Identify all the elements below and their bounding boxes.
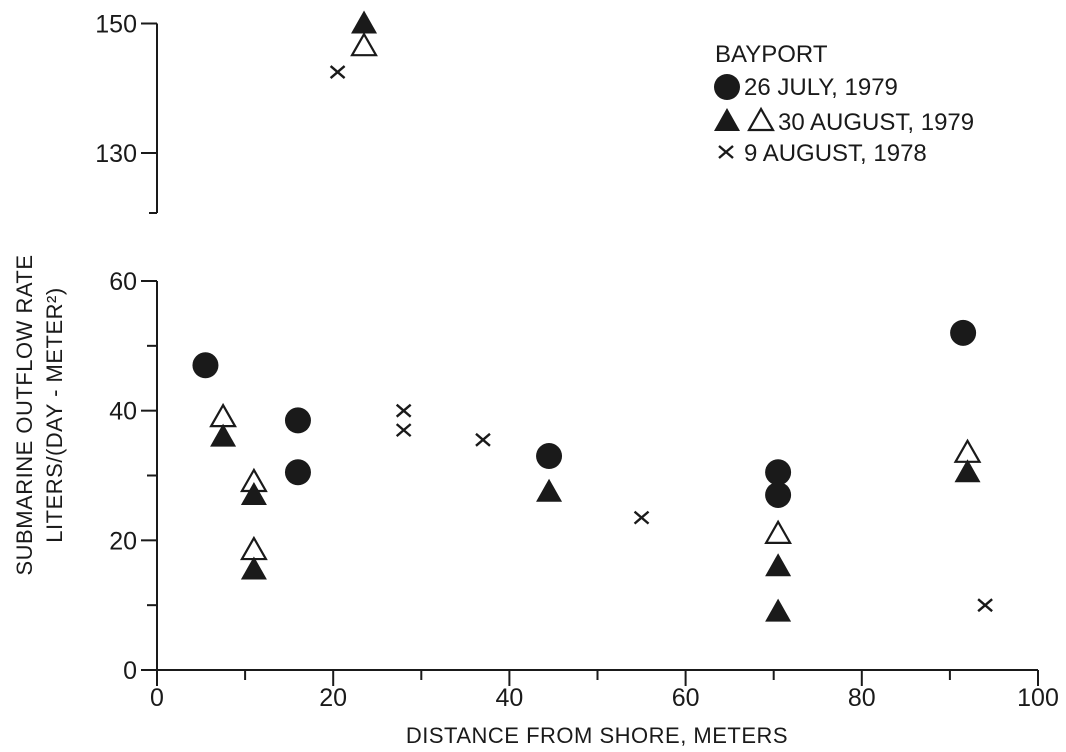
legend-cross-marker: [718, 145, 734, 159]
x-tick-label: 100: [1017, 684, 1059, 712]
filled-triangle-point: [954, 459, 981, 483]
legend-entry-label: 26 JULY, 1979: [744, 74, 898, 101]
filled-triangle-point: [240, 481, 267, 505]
filled-circle-point: [192, 352, 219, 379]
y-tick-label: 0: [123, 657, 137, 685]
y-axis-title-line2: LITERS/(DAY - METER²): [42, 287, 67, 542]
plot-points: [192, 10, 993, 622]
x-axis-title: DISTANCE FROM SHORE, METERS: [406, 723, 788, 748]
open-triangle-point: [953, 438, 982, 463]
open-triangle-point: [240, 535, 268, 561]
open-triangle-point: [350, 31, 378, 57]
legend-open-triangle-marker: [747, 106, 775, 132]
x-tick-label: 60: [672, 684, 700, 712]
filled-circle-point: [950, 319, 977, 346]
legend-filled-triangle-marker: [714, 108, 740, 131]
legend: BAYPORT 26 JULY, 1979 30 AUGUST, 1979 9 AUG…: [714, 41, 974, 167]
axes: 0 20 40 60 80 100 0 20 40 60 130 150 DISTANCE FROM S…: [12, 11, 1059, 749]
y-upper-tick-label: 150: [95, 11, 137, 39]
legend-filled-circle-marker: [714, 74, 740, 100]
y-tick-label: 60: [109, 268, 137, 296]
filled-triangle-point: [210, 423, 237, 447]
filled-circle-point: [284, 407, 311, 434]
filled-triangle-point: [536, 478, 563, 502]
y-tick-label: 40: [109, 398, 137, 426]
filled-circle-point: [284, 459, 311, 486]
filled-circle-point: [765, 481, 792, 508]
open-triangle-point: [764, 519, 793, 544]
filled-triangle-point: [240, 556, 267, 580]
legend-title: BAYPORT: [715, 41, 828, 68]
x-tick-label: 80: [848, 684, 876, 712]
cross-point: [329, 65, 346, 79]
x-tick-label: 0: [150, 684, 164, 712]
filled-circle-point: [536, 443, 563, 470]
legend-entry-label: 9 AUGUST, 1978: [744, 140, 927, 167]
open-triangle-point: [209, 402, 237, 428]
filled-triangle-point: [765, 598, 792, 622]
x-tick-label: 40: [495, 684, 523, 712]
cross-point: [395, 423, 412, 438]
y-upper-tick-label: 130: [95, 140, 137, 168]
y-tick-label: 20: [109, 527, 137, 555]
cross-point: [475, 432, 491, 447]
filled-circle-point: [765, 459, 792, 486]
x-tick-label: 20: [319, 684, 347, 712]
cross-point: [977, 598, 993, 613]
filled-triangle-point: [351, 10, 378, 34]
cross-point: [395, 403, 412, 418]
cross-point: [633, 510, 650, 525]
filled-triangle-point: [765, 553, 792, 577]
legend-entry-label: 30 AUGUST, 1979: [778, 109, 974, 136]
y-axis-title-line1: SUBMARINE OUTFLOW RATE: [12, 254, 37, 575]
